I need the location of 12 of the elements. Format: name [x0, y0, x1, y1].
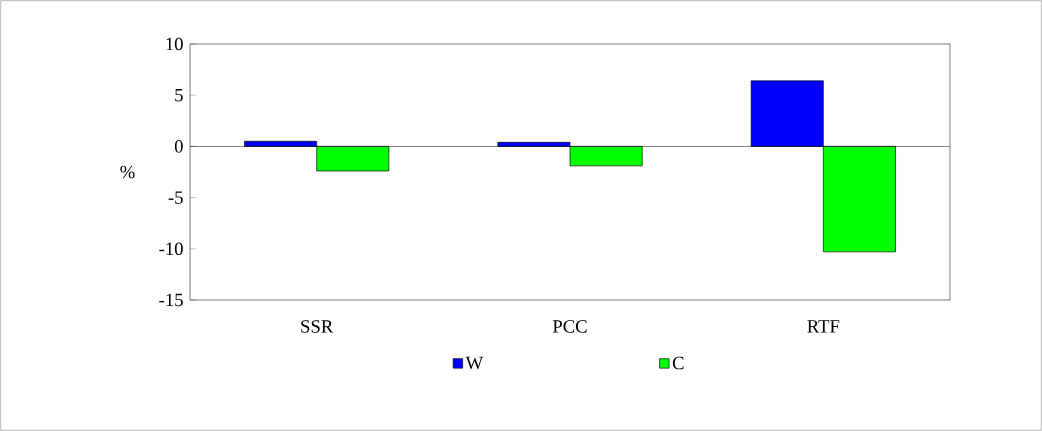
x-tick-label: SSR	[301, 320, 334, 333]
y-tick-label: -15	[159, 293, 183, 307]
y-tick-label: -5	[168, 191, 183, 204]
y-tick-label: -10	[159, 242, 183, 256]
legend-label: C	[672, 356, 684, 370]
x-tick-label: RTF	[807, 320, 840, 333]
y-tick-label: 5	[175, 88, 183, 102]
legend-label: W	[465, 356, 484, 370]
y-tick-label: 10	[166, 37, 183, 51]
y-tick-label: 0	[174, 140, 183, 153]
y-axis-title: %	[120, 165, 135, 179]
x-tick-label: PCC	[552, 320, 587, 333]
